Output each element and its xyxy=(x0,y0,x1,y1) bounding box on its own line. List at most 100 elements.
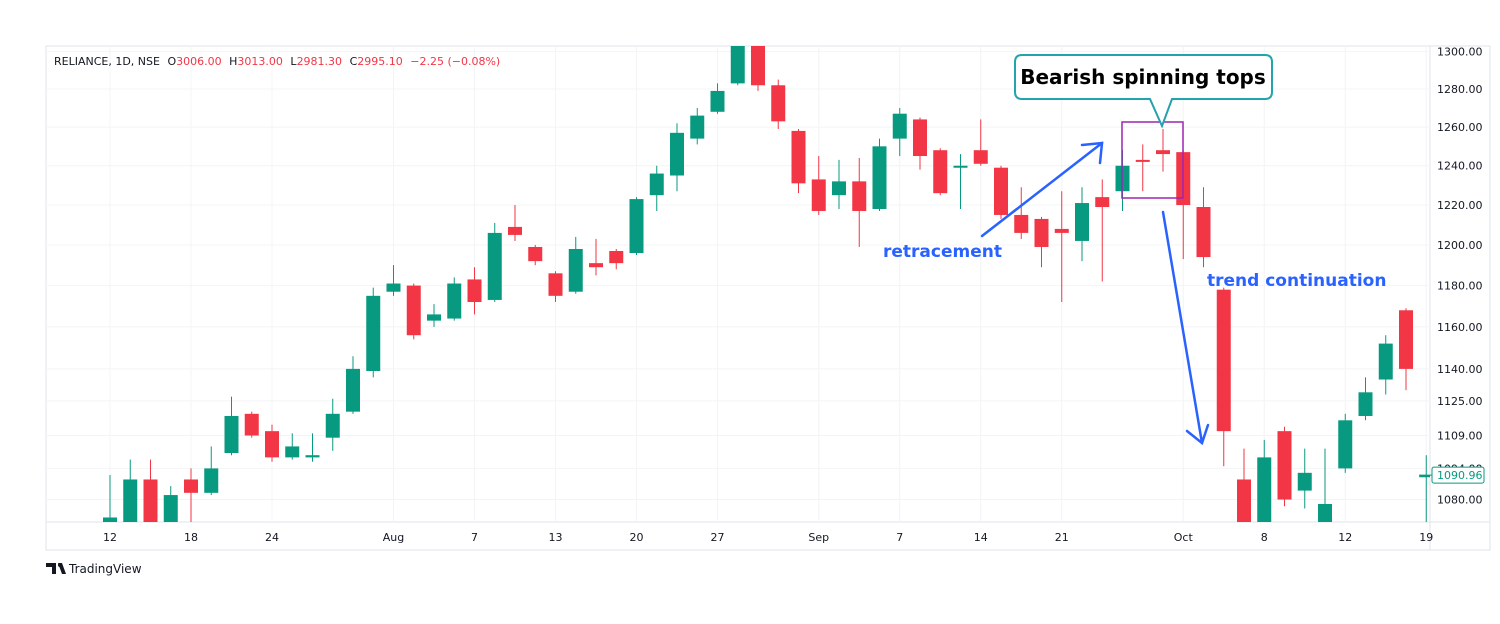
candle-body xyxy=(1095,197,1110,208)
candle-body xyxy=(184,479,198,493)
candle-body xyxy=(953,165,968,168)
last-price-box xyxy=(1431,466,1485,484)
x-tick-label: Aug xyxy=(383,531,404,544)
arrows xyxy=(980,141,1210,446)
candle-body xyxy=(791,130,806,184)
candle-body xyxy=(771,85,786,122)
x-tick-label: 7 xyxy=(471,531,478,544)
x-tick-label: 21 xyxy=(1055,531,1069,544)
candle-body xyxy=(690,115,705,139)
candle-body xyxy=(406,285,421,336)
candle-body xyxy=(204,468,219,493)
candle-body xyxy=(1196,207,1211,258)
candle-body xyxy=(1297,472,1312,491)
candle-body xyxy=(163,495,178,522)
candle-body xyxy=(1419,475,1430,478)
y-tick-label: 1200.00 xyxy=(1437,239,1483,252)
callout-text: Bearish spinning tops xyxy=(1020,65,1266,89)
candle-body xyxy=(548,273,563,296)
x-tick-label: 24 xyxy=(265,531,279,544)
candles xyxy=(103,46,1430,522)
y-tick-label: 1180.00 xyxy=(1437,280,1483,293)
arrow xyxy=(1161,210,1204,445)
ohlc-value: 2981.30 xyxy=(297,55,343,68)
grid xyxy=(46,46,1430,522)
candle-body xyxy=(1237,479,1251,522)
candle-body xyxy=(1358,392,1373,416)
candle-body xyxy=(1034,218,1049,247)
candle-body xyxy=(467,279,482,303)
ohlc-label: C xyxy=(350,55,358,68)
candle-body xyxy=(892,113,907,139)
candle-body xyxy=(751,46,765,86)
candle-body xyxy=(1318,504,1332,522)
y-tick-label: 1280.00 xyxy=(1437,83,1483,96)
candle-body xyxy=(1257,457,1272,522)
arrowhead xyxy=(1080,141,1104,165)
x-tick-label: Oct xyxy=(1174,531,1194,544)
candle-body xyxy=(811,179,826,211)
candle-body xyxy=(832,181,846,196)
candle-body xyxy=(852,181,867,211)
candle-body xyxy=(872,146,887,209)
candle-body xyxy=(1014,214,1029,233)
candle-body xyxy=(427,314,441,321)
x-tick-label: 8 xyxy=(1261,531,1268,544)
x-tick-label: Sep xyxy=(808,531,829,544)
candle-body xyxy=(103,517,117,522)
y-tick-label: 1220.00 xyxy=(1437,199,1483,212)
y-tick-label: 1260.00 xyxy=(1437,121,1483,134)
candle-body xyxy=(1399,310,1413,369)
last-price: 1090.96 xyxy=(1419,466,1485,484)
logo xyxy=(46,563,66,574)
ohlc-label: H xyxy=(229,55,237,68)
candle-body xyxy=(447,283,462,319)
x-tick-label: 19 xyxy=(1419,531,1433,544)
candle-body xyxy=(305,455,320,458)
candle-body xyxy=(244,413,259,436)
annotation-text: retracement xyxy=(883,242,1002,262)
candle-body xyxy=(710,90,725,112)
candle-body xyxy=(508,226,522,235)
axes: 1300.00 1280.00 1260.00 1240.00 1220.00 1200.… xyxy=(103,46,1483,544)
candle-body xyxy=(649,173,664,196)
ohlc-value: 3006.00 xyxy=(176,55,222,68)
arrowhead xyxy=(1185,423,1210,446)
annotation-text: trend continuation xyxy=(1207,271,1386,291)
candle-body xyxy=(143,479,158,522)
ohlc-label: O xyxy=(167,55,176,68)
candle-body xyxy=(973,150,988,164)
y-tick-label: 1300.00 xyxy=(1437,46,1483,59)
change: −2.25 (−0.08%) xyxy=(410,55,500,68)
candle-body xyxy=(994,167,1008,215)
candle-body xyxy=(730,46,745,84)
candle-body xyxy=(568,248,583,292)
candle-body xyxy=(1277,431,1292,500)
x-tick-label: 20 xyxy=(630,531,644,544)
candle-body xyxy=(1156,150,1170,155)
x-tick-label: 7 xyxy=(896,531,903,544)
y-tick-label: 1140.00 xyxy=(1437,363,1483,376)
candle-body xyxy=(265,431,279,458)
ohlc-label: L xyxy=(290,55,297,68)
candle-body xyxy=(123,479,138,522)
brand: TradingView xyxy=(68,562,142,576)
arrow xyxy=(980,141,1104,238)
candle-body xyxy=(224,415,239,453)
candle-body xyxy=(589,263,603,268)
candle-body xyxy=(933,150,948,194)
x-tick-label: 27 xyxy=(711,531,725,544)
x-tick-label: 14 xyxy=(974,531,988,544)
candle-body xyxy=(670,132,684,176)
candle-body xyxy=(386,283,401,292)
y-tick-label: 1125.00 xyxy=(1437,395,1483,408)
callout xyxy=(1014,54,1273,129)
frame xyxy=(45,45,1491,551)
candle-body xyxy=(913,119,927,157)
ohlc-value: 2995.10 xyxy=(357,55,403,68)
candle-body xyxy=(528,246,543,262)
ohlc-value: 3013.00 xyxy=(237,55,283,68)
x-tick-label: 18 xyxy=(184,531,198,544)
candle-body xyxy=(366,295,381,372)
